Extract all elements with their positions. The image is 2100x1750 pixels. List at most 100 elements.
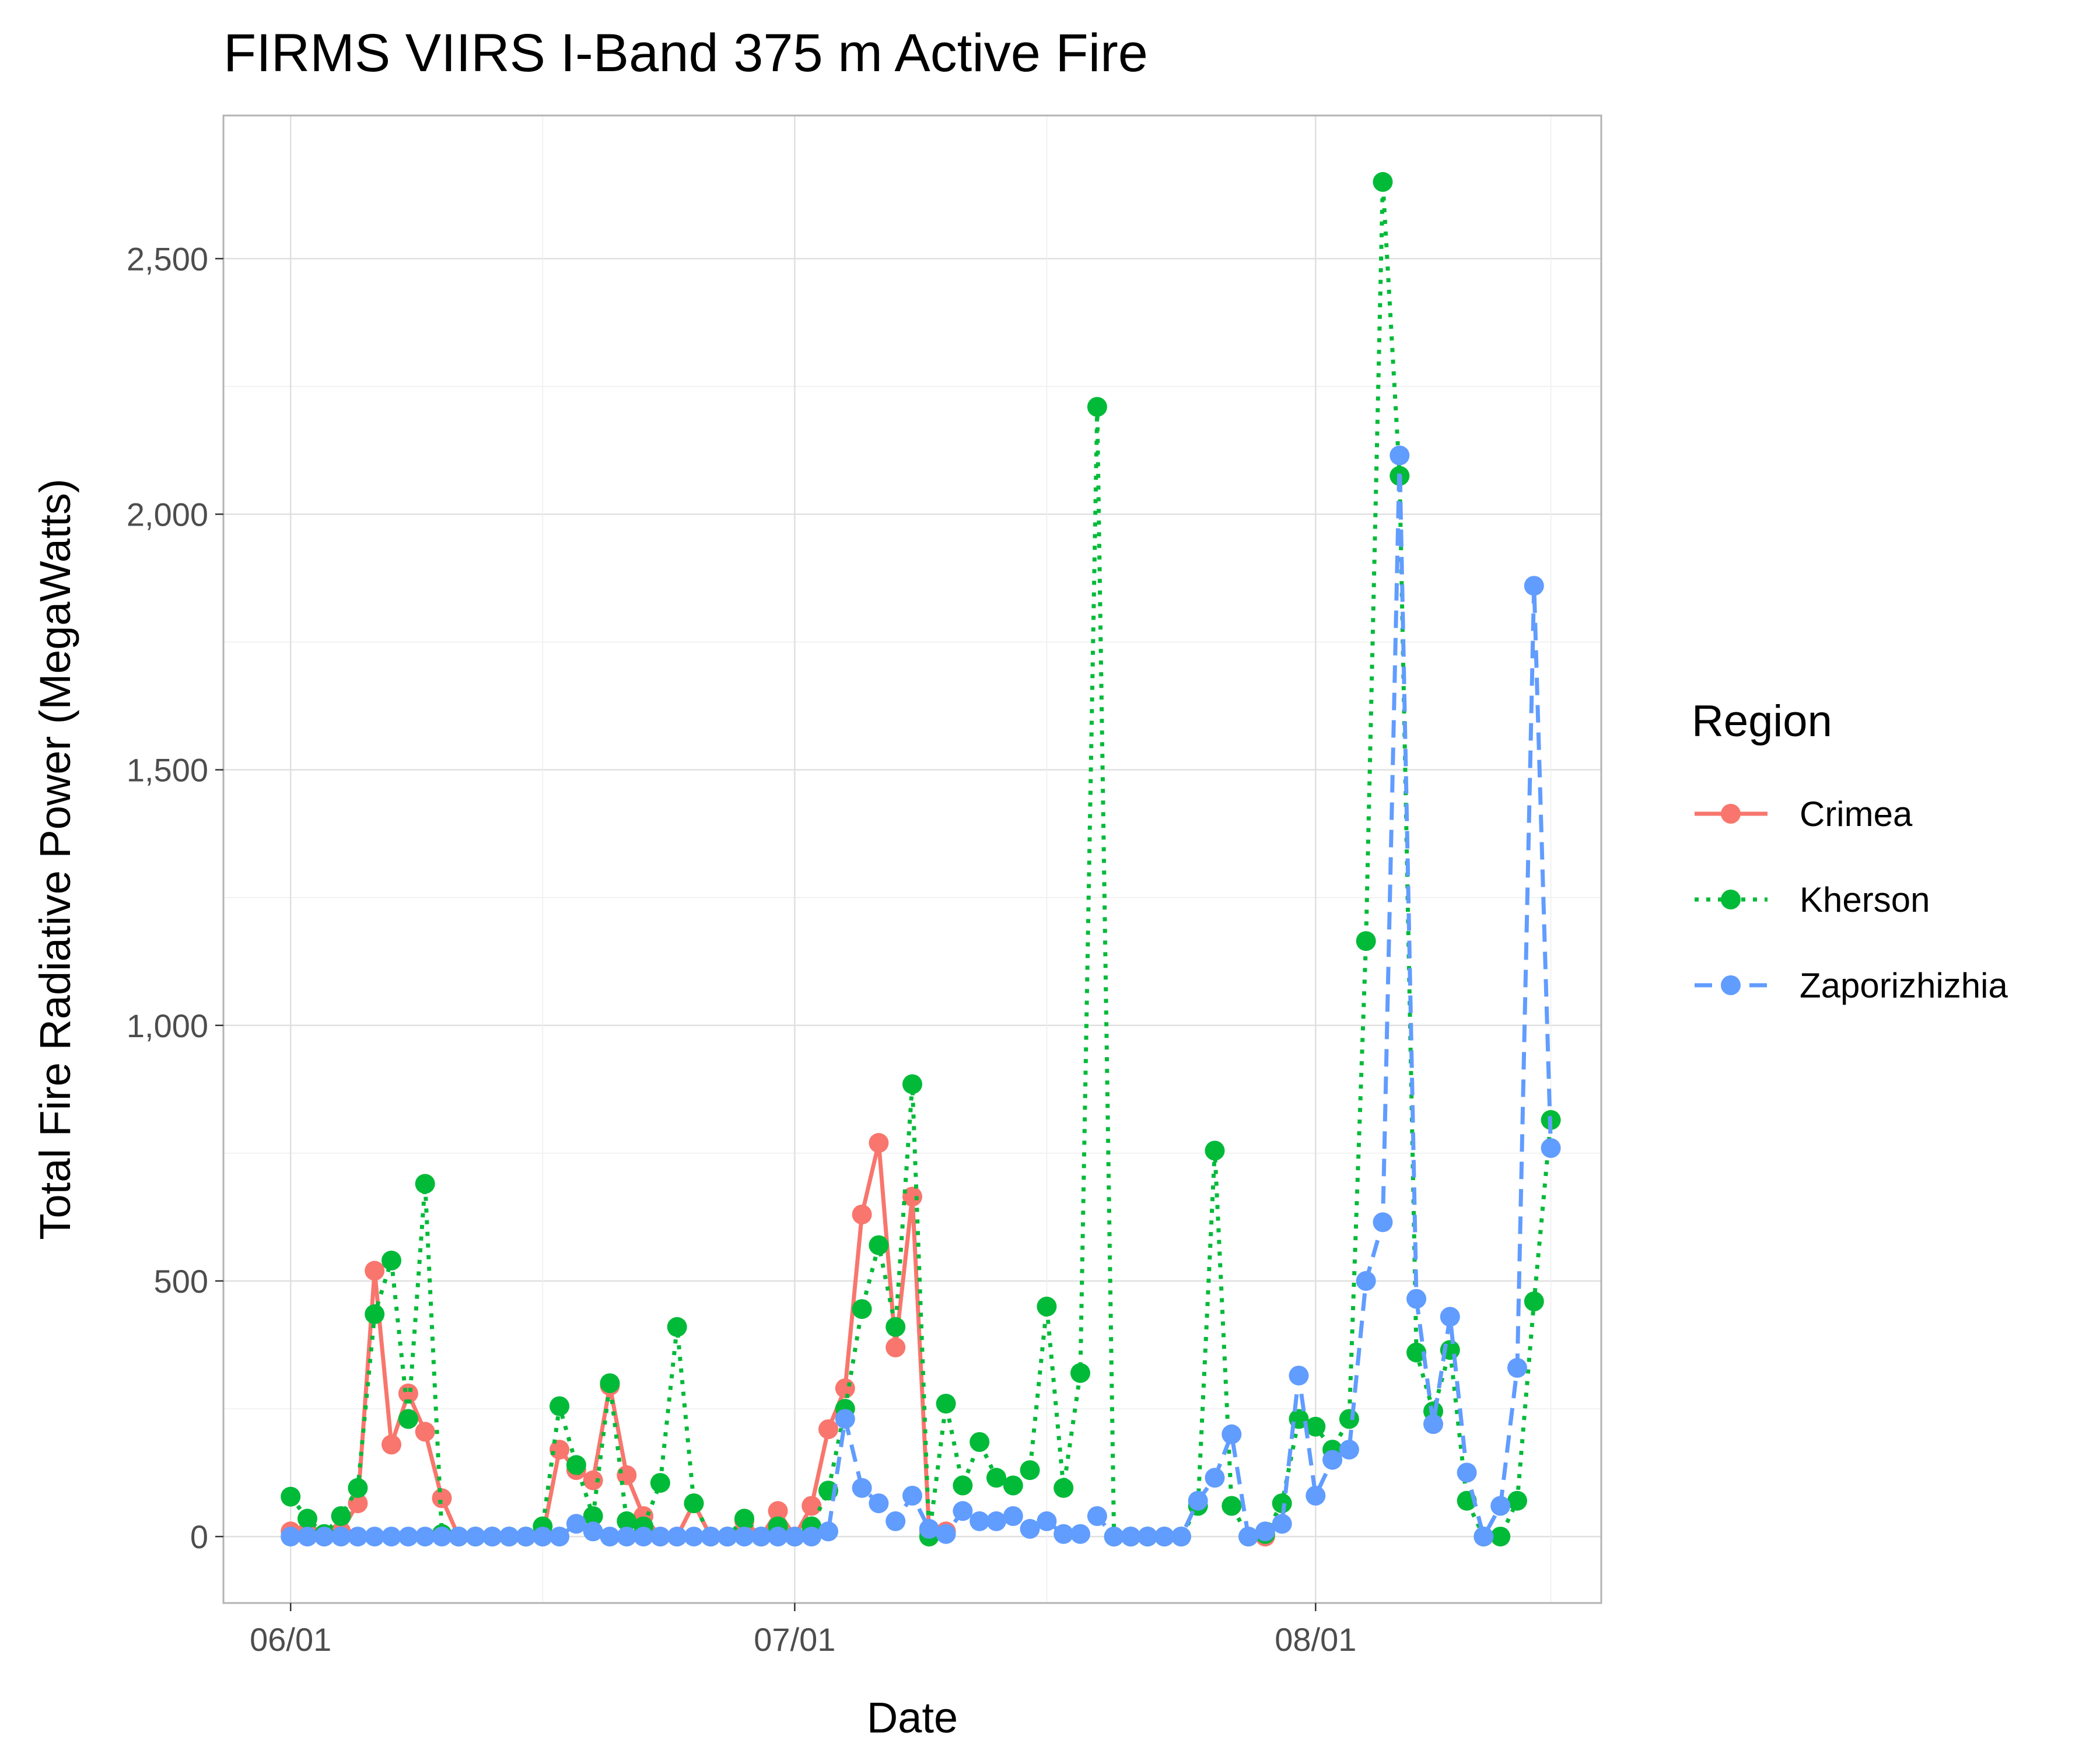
data-point [768, 1501, 788, 1521]
data-point [1087, 397, 1107, 417]
data-point [751, 1527, 771, 1547]
legend-key-point [1721, 890, 1741, 909]
data-point [953, 1501, 973, 1521]
data-point [1154, 1527, 1175, 1547]
data-point [1121, 1527, 1141, 1547]
data-point [1238, 1527, 1259, 1547]
data-point [398, 1527, 418, 1547]
data-point [869, 1235, 889, 1255]
legend-item-zaporizhizhia: Zaporizhizhia [1695, 966, 2008, 1005]
data-point [986, 1511, 1006, 1531]
data-point [869, 1493, 889, 1514]
series-zaporizhizhia [281, 445, 1561, 1547]
data-point [516, 1527, 536, 1547]
data-point [1524, 1292, 1544, 1311]
data-point [1406, 1342, 1427, 1363]
data-point [818, 1419, 838, 1440]
data-point [701, 1527, 721, 1547]
data-point [1037, 1511, 1057, 1531]
data-point [785, 1527, 805, 1547]
data-point [1306, 1416, 1326, 1437]
data-point [1423, 1414, 1443, 1434]
y-axis-title: Total Fire Radiative Power (MegaWatts) [31, 478, 79, 1240]
data-point [1541, 1138, 1561, 1158]
data-point [869, 1133, 889, 1153]
data-point [382, 1527, 401, 1547]
data-point [281, 1527, 301, 1547]
data-point [768, 1527, 788, 1547]
data-point [432, 1527, 452, 1547]
data-point [415, 1422, 435, 1442]
data-point [970, 1511, 990, 1531]
data-point [1356, 1270, 1376, 1291]
series-layer [281, 172, 1561, 1547]
data-point [667, 1527, 687, 1547]
data-point [852, 1205, 872, 1224]
series-line [289, 180, 1553, 1539]
data-point [1339, 1440, 1359, 1460]
x-axis-title: Date [867, 1693, 958, 1742]
data-point [432, 1488, 452, 1508]
data-point [802, 1496, 822, 1516]
data-point [583, 1470, 603, 1490]
data-point [617, 1465, 637, 1485]
data-point [852, 1299, 872, 1320]
y-tick-label: 500 [154, 1263, 208, 1300]
data-point [281, 1486, 301, 1507]
data-point [1490, 1527, 1511, 1547]
legend-item-crimea: Crimea [1695, 794, 1913, 834]
data-point [550, 1527, 570, 1547]
data-point [382, 1434, 401, 1455]
data-point [1289, 1366, 1309, 1386]
data-point [499, 1527, 519, 1547]
data-point [449, 1527, 469, 1547]
series-crimea [281, 1133, 1494, 1547]
data-point [415, 1527, 435, 1547]
legend-item-kherson: Kherson [1695, 880, 1930, 919]
data-point [600, 1527, 620, 1547]
data-point [1054, 1478, 1074, 1498]
data-point [398, 1409, 418, 1429]
data-point [1070, 1524, 1090, 1544]
data-point [1054, 1524, 1074, 1544]
data-point [298, 1508, 317, 1529]
data-point [1070, 1363, 1090, 1383]
data-point [902, 1074, 922, 1094]
y-tick-label: 1,500 [127, 752, 208, 789]
data-point [953, 1475, 973, 1496]
data-point [919, 1518, 939, 1539]
data-point [667, 1317, 687, 1337]
data-point [802, 1527, 822, 1547]
data-point [684, 1527, 704, 1547]
data-point [1020, 1518, 1040, 1539]
legend-title: Region [1692, 696, 1832, 746]
data-point [482, 1527, 502, 1547]
data-point [1188, 1490, 1208, 1511]
data-point [583, 1506, 603, 1526]
data-point [415, 1174, 435, 1194]
data-point [818, 1521, 838, 1542]
data-point [986, 1468, 1006, 1488]
data-point [684, 1493, 704, 1514]
data-point [835, 1378, 855, 1398]
legend-label: Zaporizhizhia [1800, 966, 2008, 1005]
data-point [1306, 1486, 1326, 1506]
data-point [1272, 1514, 1292, 1534]
data-point [1222, 1424, 1242, 1444]
data-point [1205, 1468, 1225, 1488]
data-point [1272, 1493, 1292, 1514]
data-point [1490, 1496, 1511, 1516]
data-point [1440, 1307, 1460, 1327]
x-tick-label: 06/01 [250, 1621, 331, 1658]
data-point [365, 1261, 385, 1281]
data-point [734, 1508, 754, 1529]
axes: 0 500 1,000 1,500 2,000 2,500 06/01 07/01 08/01 [127, 240, 1357, 1658]
data-point [886, 1511, 906, 1531]
data-point [734, 1527, 754, 1547]
data-point [650, 1473, 670, 1493]
legend-key-point [1721, 804, 1741, 824]
y-tick-label: 2,000 [127, 496, 208, 533]
data-point [1339, 1409, 1359, 1429]
data-point [1373, 172, 1393, 192]
data-point [1205, 1140, 1225, 1161]
